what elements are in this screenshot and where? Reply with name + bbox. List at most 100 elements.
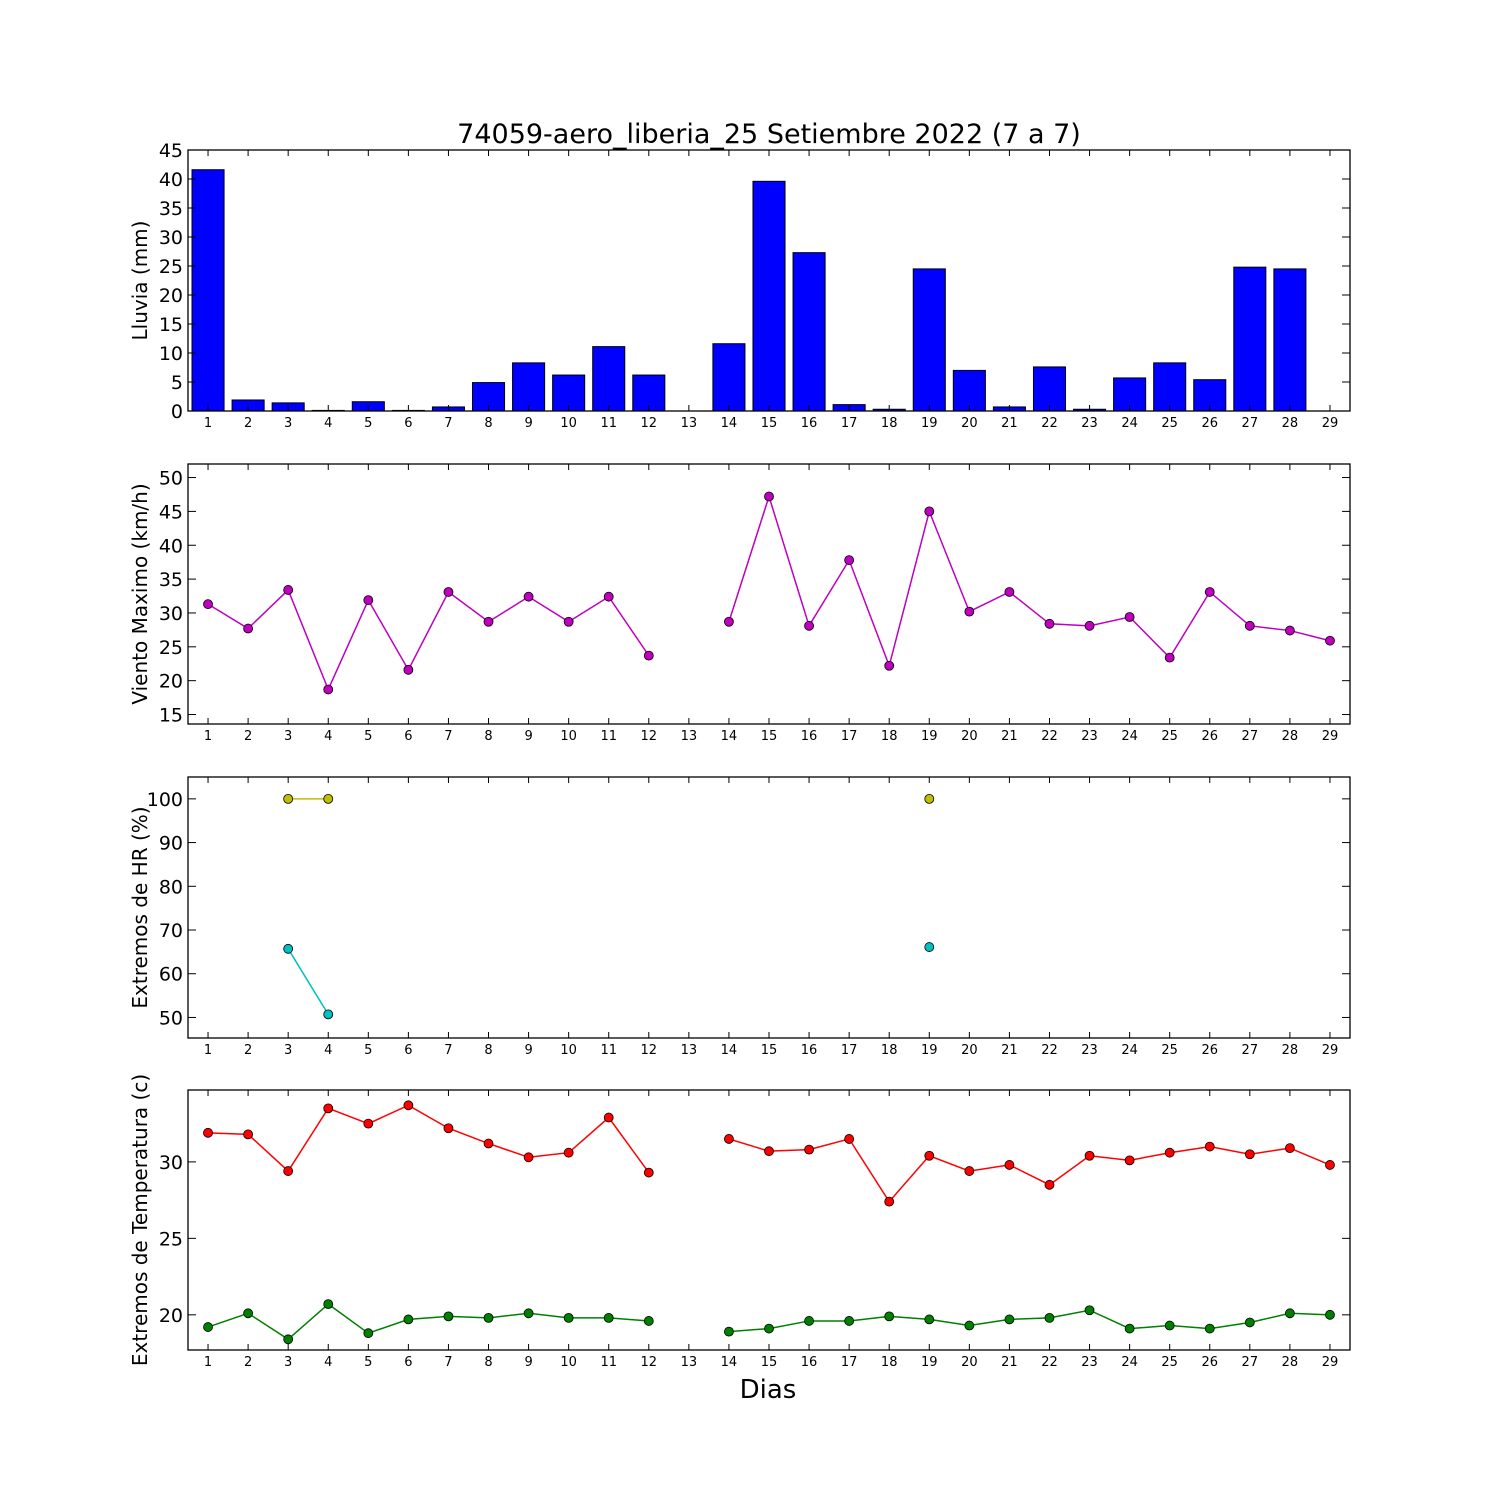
data-point xyxy=(403,1314,414,1325)
y-tick-label: 90 xyxy=(159,833,183,855)
data-point xyxy=(443,1311,454,1322)
bar xyxy=(792,252,826,412)
x-tick-label: 15 xyxy=(761,1355,778,1370)
x-tick-label: 11 xyxy=(600,729,617,744)
x-tick-label: 29 xyxy=(1322,729,1339,744)
y-tick-label: 15 xyxy=(159,314,183,336)
data-point xyxy=(603,1312,614,1323)
x-tick-label: 23 xyxy=(1081,1355,1098,1370)
data-point xyxy=(1164,1320,1175,1331)
x-tick-label: 6 xyxy=(404,729,412,744)
x-tick-label: 14 xyxy=(721,729,738,744)
y-tick-label: 35 xyxy=(159,569,183,591)
series-line xyxy=(728,494,1331,669)
data-point xyxy=(1285,1308,1295,1319)
x-axis-label: Dias xyxy=(740,1375,797,1405)
data-point xyxy=(323,793,334,804)
data-point xyxy=(203,1322,213,1332)
data-point xyxy=(764,1146,774,1157)
data-point xyxy=(403,664,414,675)
data-point xyxy=(203,1127,213,1138)
y-tick-label: 60 xyxy=(159,964,183,986)
x-tick-label: 13 xyxy=(681,416,698,431)
x-tick-label: 23 xyxy=(1081,729,1098,744)
data-point xyxy=(643,650,654,661)
data-point xyxy=(243,623,254,634)
x-tick-label: 21 xyxy=(1001,729,1018,744)
y-axis-label: Lluvia (mm) xyxy=(128,221,152,341)
x-tick-label: 27 xyxy=(1242,729,1259,744)
series-line xyxy=(207,588,650,692)
data-point xyxy=(323,1009,334,1020)
x-tick-label: 29 xyxy=(1322,1043,1339,1058)
x-tick-label: 3 xyxy=(284,729,292,744)
x-tick-label: 16 xyxy=(801,416,818,431)
x-tick-label: 14 xyxy=(721,1043,738,1058)
x-tick-label: 18 xyxy=(881,416,898,431)
data-point xyxy=(1285,625,1295,636)
x-tick-label: 7 xyxy=(444,1043,452,1058)
x-tick-label: 9 xyxy=(524,1043,532,1058)
bar xyxy=(912,268,946,412)
x-tick-label: 11 xyxy=(600,416,617,431)
x-tick-label: 25 xyxy=(1161,729,1178,744)
series-line xyxy=(207,1303,649,1341)
data-point xyxy=(523,1152,534,1163)
x-tick-label: 5 xyxy=(364,416,372,431)
y-tick-label: 40 xyxy=(159,535,183,557)
x-tick-label: 12 xyxy=(641,729,658,744)
x-tick-label: 1 xyxy=(204,729,212,744)
x-tick-label: 26 xyxy=(1201,729,1218,744)
bar xyxy=(952,369,986,412)
x-tick-label: 26 xyxy=(1201,1043,1218,1058)
data-point xyxy=(243,1129,254,1140)
data-point xyxy=(804,1144,814,1155)
data-point xyxy=(924,506,935,517)
x-tick-label: 7 xyxy=(444,416,452,431)
x-tick-label: 15 xyxy=(761,416,778,431)
data-point xyxy=(203,599,213,610)
y-tick-label: 0 xyxy=(171,401,183,423)
x-tick-label: 28 xyxy=(1282,729,1299,744)
data-point xyxy=(1044,1312,1055,1323)
x-tick-label: 18 xyxy=(881,729,898,744)
data-point xyxy=(924,1150,935,1161)
series-line xyxy=(728,1138,1331,1203)
y-tick-label: 25 xyxy=(159,256,183,278)
data-point xyxy=(1244,1317,1255,1328)
data-point xyxy=(323,1299,334,1310)
data-point xyxy=(283,1166,294,1176)
x-tick-label: 27 xyxy=(1242,1355,1259,1370)
x-tick-label: 22 xyxy=(1041,1043,1058,1058)
data-point xyxy=(1325,635,1335,646)
x-tick-label: 14 xyxy=(721,1355,738,1370)
bar xyxy=(1032,366,1067,412)
data-point xyxy=(884,660,895,671)
x-tick-label: 4 xyxy=(324,1043,332,1058)
data-point xyxy=(964,1166,975,1176)
data-point xyxy=(283,793,294,804)
x-tick-label: 8 xyxy=(484,416,492,431)
x-tick-label: 26 xyxy=(1201,1355,1218,1370)
x-tick-label: 11 xyxy=(600,1043,617,1058)
x-tick-label: 24 xyxy=(1121,1355,1138,1370)
y-axis-label: Viento Maximo (km/h) xyxy=(128,483,152,704)
data-point xyxy=(804,1316,814,1326)
x-tick-label: 28 xyxy=(1282,416,1299,431)
data-point xyxy=(483,1312,494,1323)
data-point xyxy=(884,1311,895,1322)
x-tick-label: 6 xyxy=(404,1043,412,1058)
data-point xyxy=(1004,587,1015,597)
data-point xyxy=(1164,1147,1175,1158)
data-point xyxy=(1004,1314,1015,1325)
data-point xyxy=(924,793,935,804)
y-tick-label: 15 xyxy=(159,705,183,727)
x-tick-label: 3 xyxy=(284,1043,292,1058)
x-tick-label: 6 xyxy=(404,1355,412,1370)
data-point xyxy=(363,1328,374,1339)
data-point xyxy=(724,1134,734,1144)
data-point xyxy=(1164,652,1175,663)
data-point xyxy=(443,587,454,597)
bar xyxy=(1233,266,1267,412)
x-tick-label: 3 xyxy=(284,1355,292,1370)
